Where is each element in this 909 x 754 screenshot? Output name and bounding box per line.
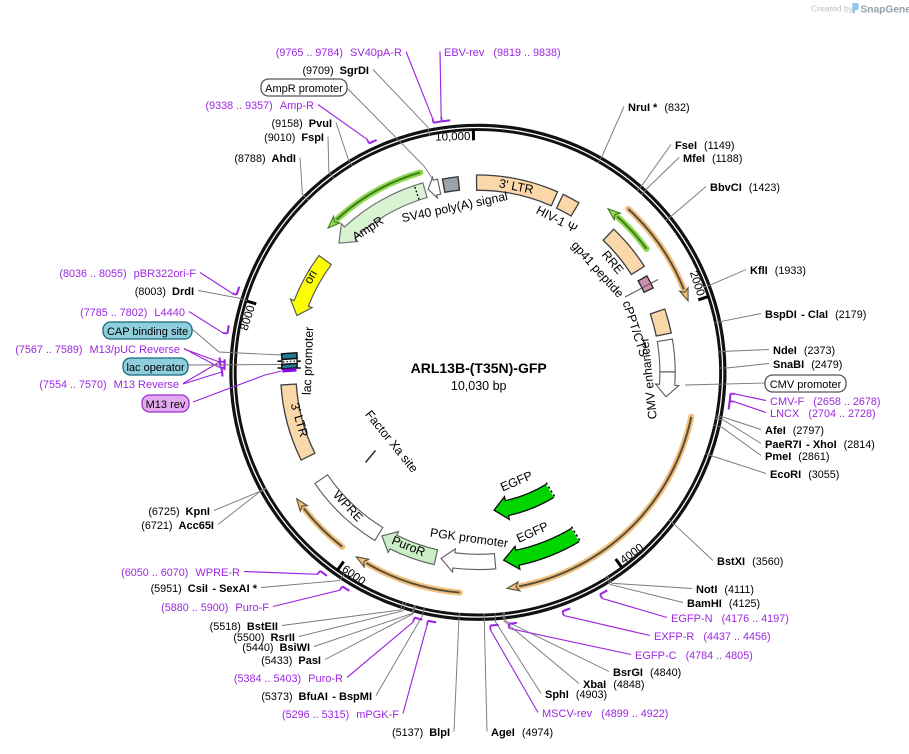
- svg-text:LNCX(2704 .. 2728): LNCX(2704 .. 2728): [770, 408, 876, 420]
- svg-text:KflI(1933): KflI(1933): [750, 265, 806, 277]
- svg-text:AmpR promoter: AmpR promoter: [265, 83, 343, 95]
- svg-text:10,000: 10,000: [435, 131, 470, 144]
- svg-text:MSCV-rev(4899 .. 4922): MSCV-rev(4899 .. 4922): [542, 708, 668, 720]
- svg-text:lac promoter: lac promoter: [300, 326, 316, 395]
- svg-text:SnapGene: SnapGene: [861, 5, 909, 16]
- svg-text:AfeI(2797): AfeI(2797): [765, 425, 824, 437]
- svg-text:(5137)BlpI: (5137)BlpI: [392, 727, 450, 739]
- svg-text:(8003)DrdI: (8003)DrdI: [135, 286, 194, 298]
- svg-text:MfeI(1188): MfeI(1188): [683, 153, 742, 165]
- svg-text:lac operator: lac operator: [126, 362, 184, 374]
- svg-text:(5373)BfuAI - BspMI: (5373)BfuAI - BspMI: [261, 691, 372, 703]
- svg-text:(9010)FspI: (9010)FspI: [264, 132, 324, 144]
- svg-text:(6721)Acc65I: (6721)Acc65I: [141, 520, 214, 532]
- svg-text:(7785 .. 7802)L4440: (7785 .. 7802)L4440: [80, 307, 185, 319]
- svg-text:(5433)PasI: (5433)PasI: [261, 655, 321, 667]
- svg-text:(5951)CsiI - SexAI *: (5951)CsiI - SexAI *: [151, 583, 258, 595]
- svg-text:NotI(4111): NotI(4111): [696, 584, 754, 596]
- svg-text:EGFP-N(4176 .. 4197): EGFP-N(4176 .. 4197): [671, 613, 789, 625]
- svg-text:(8788)AhdI: (8788)AhdI: [234, 153, 296, 165]
- svg-text:(9338 .. 9357)Amp-R: (9338 .. 9357)Amp-R: [206, 100, 315, 112]
- svg-text:(5500)RsrII: (5500)RsrII: [233, 632, 295, 644]
- svg-text:FseI(1149): FseI(1149): [675, 140, 734, 152]
- svg-text:PaeR7I - XhoI(2814): PaeR7I - XhoI(2814): [765, 439, 875, 451]
- svg-text:CMV-F(2658 .. 2678): CMV-F(2658 .. 2678): [770, 396, 880, 408]
- svg-text:BspDI - ClaI(2179): BspDI - ClaI(2179): [765, 309, 866, 321]
- svg-text:(6725)KpnI: (6725)KpnI: [148, 506, 210, 518]
- svg-text:AgeI(4974): AgeI(4974): [491, 727, 553, 739]
- svg-text:(5880 .. 5900)Puro-F: (5880 .. 5900)Puro-F: [161, 602, 269, 614]
- svg-text:(7567 .. 7589)M13/pUC Reverse: (7567 .. 7589)M13/pUC Reverse: [15, 344, 180, 356]
- svg-text:EXFP-R(4437 .. 4456): EXFP-R(4437 .. 4456): [654, 631, 771, 643]
- svg-text:CMV promoter: CMV promoter: [770, 379, 842, 391]
- svg-text:(6050 .. 6070)WPRE-R: (6050 .. 6070)WPRE-R: [121, 567, 240, 579]
- svg-text:Created by: Created by: [811, 4, 854, 14]
- svg-text:10,030 bp: 10,030 bp: [451, 379, 507, 393]
- svg-text:NdeI(2373): NdeI(2373): [773, 345, 835, 357]
- svg-text:ARL13B-(T35N)-GFP: ARL13B-(T35N)-GFP: [411, 360, 547, 376]
- svg-text:(9158)PvuI: (9158)PvuI: [272, 118, 332, 130]
- svg-text:SphI(4903): SphI(4903): [545, 689, 607, 701]
- svg-text:(5296 .. 5315)mPGK-F: (5296 .. 5315)mPGK-F: [282, 709, 399, 721]
- svg-text:CAP binding site: CAP binding site: [107, 326, 188, 338]
- svg-text:EBV-rev(9819 .. 9838): EBV-rev(9819 .. 9838): [444, 47, 561, 59]
- svg-text:(5384 .. 5403)Puro-R: (5384 .. 5403)Puro-R: [234, 673, 343, 685]
- svg-text:(9765 .. 9784)SV40pA-R: (9765 .. 9784)SV40pA-R: [276, 47, 402, 59]
- svg-text:EGFP-C(4784 .. 4805): EGFP-C(4784 .. 4805): [635, 650, 753, 662]
- svg-text:M13 rev: M13 rev: [146, 399, 186, 411]
